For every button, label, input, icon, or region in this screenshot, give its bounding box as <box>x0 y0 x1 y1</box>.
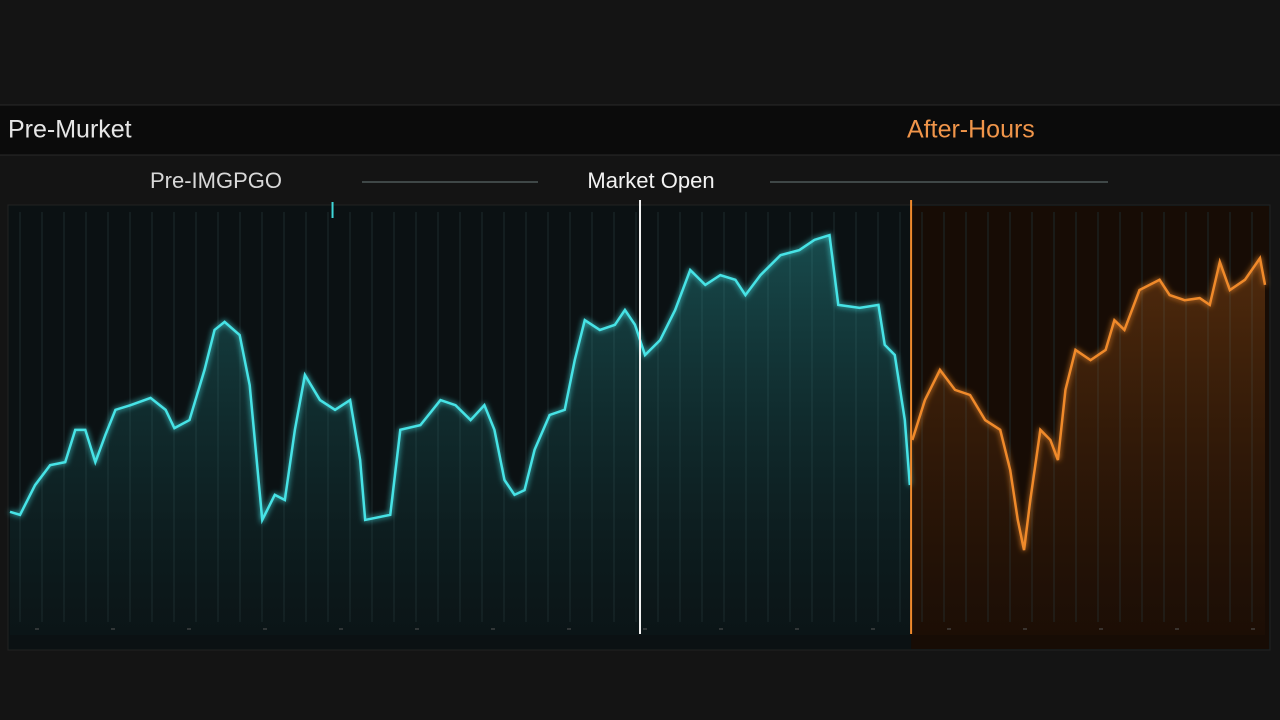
header-band <box>0 105 1280 155</box>
header-left: Pre-Murket <box>8 116 132 144</box>
header-right: After-Hours <box>907 116 1035 144</box>
series-area <box>912 258 1265 635</box>
subheader-left: Pre-IMGPGO <box>150 168 282 193</box>
subheader-center: Market Open <box>587 168 714 193</box>
series-line <box>911 254 1267 551</box>
series-line <box>9 233 912 525</box>
series-area <box>10 235 910 636</box>
